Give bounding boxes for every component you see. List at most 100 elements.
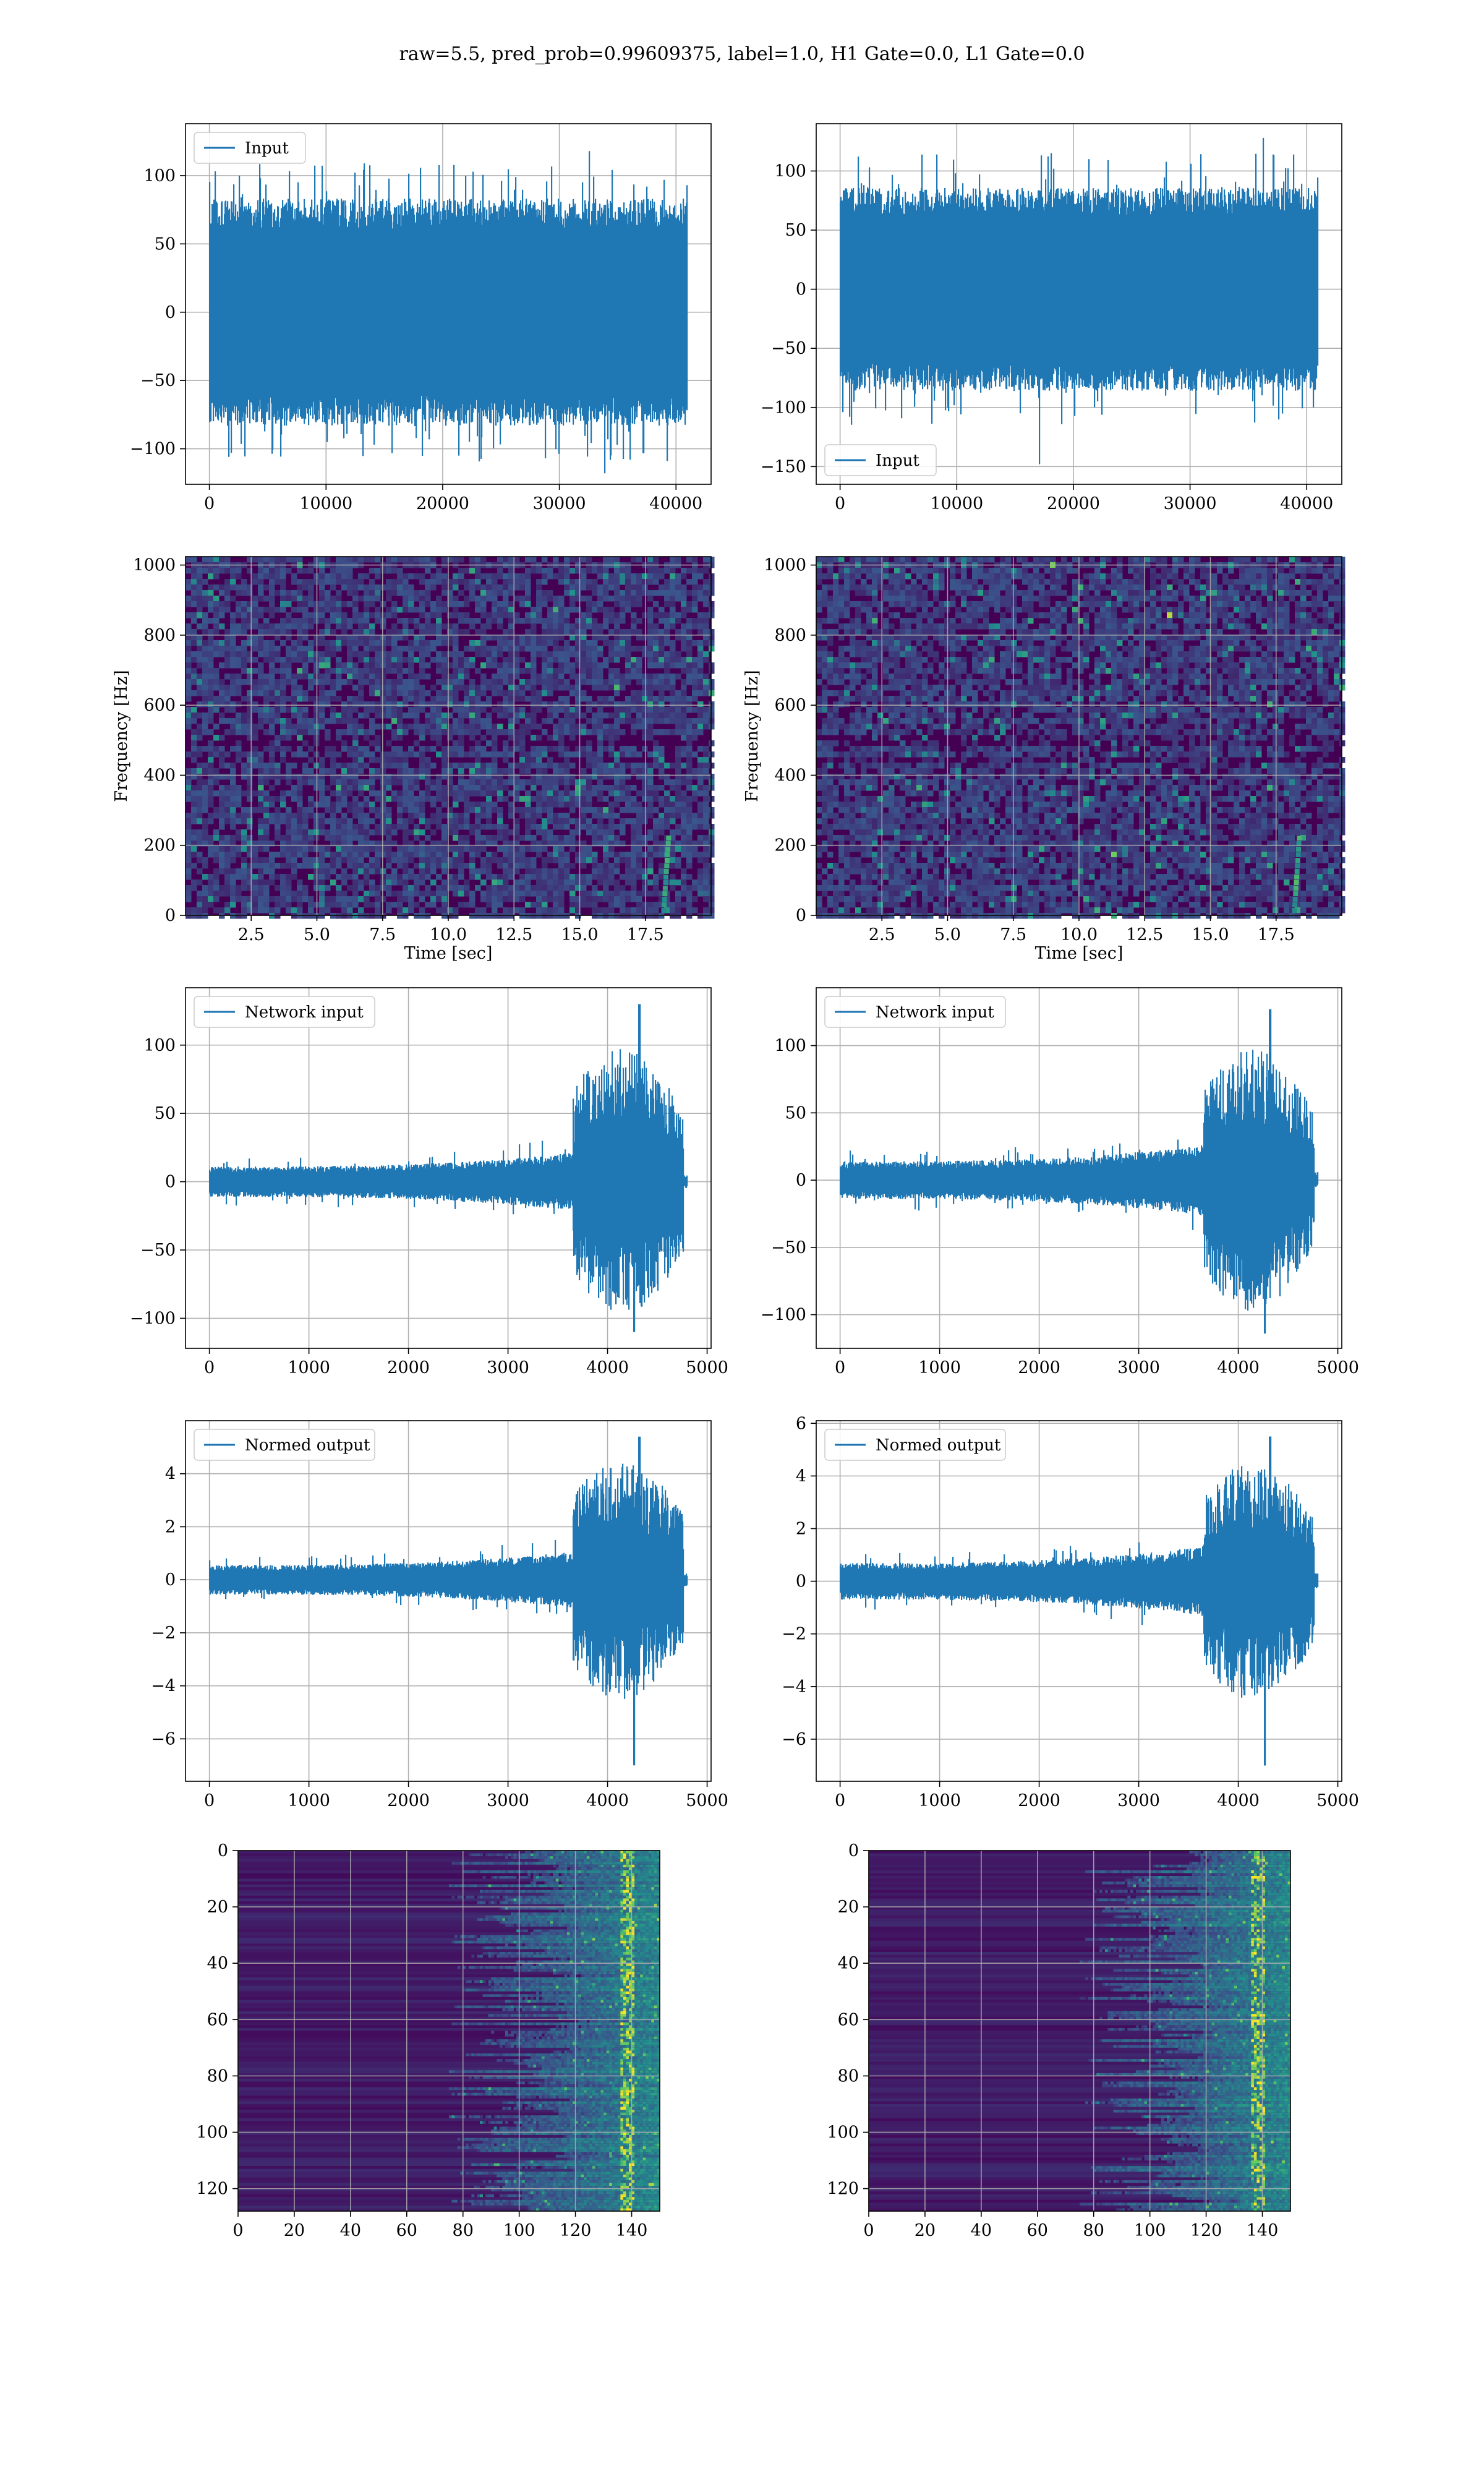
heatmap-cell bbox=[325, 601, 331, 607]
heatmap-cell bbox=[330, 779, 336, 785]
heatmap-cell bbox=[208, 690, 214, 696]
heatmap-cell bbox=[341, 718, 348, 724]
heatmap-cell bbox=[508, 557, 514, 563]
heatmap-cell bbox=[586, 874, 592, 880]
heatmap-cell bbox=[608, 802, 615, 808]
heatmap-cell bbox=[480, 590, 487, 596]
heatmap-cell bbox=[486, 807, 492, 813]
heatmap-cell bbox=[341, 629, 348, 635]
heatmap-cell bbox=[558, 868, 565, 875]
heatmap-cell bbox=[681, 612, 687, 618]
heatmap-cell bbox=[258, 590, 264, 596]
heatmap-cell bbox=[391, 790, 398, 797]
heatmap-cell bbox=[642, 768, 648, 774]
heatmap-cell bbox=[308, 807, 314, 813]
heatmap-cell bbox=[961, 557, 967, 563]
heatmap-cell bbox=[464, 846, 470, 852]
heatmap-cell bbox=[208, 596, 214, 602]
heatmap-cell bbox=[341, 868, 348, 875]
heatmap-cell bbox=[224, 785, 231, 791]
heatmap-cell bbox=[319, 763, 325, 769]
heatmap-cell bbox=[347, 785, 353, 791]
heatmap-cell bbox=[850, 573, 856, 580]
heatmap-cell bbox=[558, 618, 565, 624]
heatmap-cell bbox=[263, 674, 270, 680]
heatmap-cell bbox=[241, 584, 247, 591]
heatmap-cell bbox=[1111, 568, 1117, 574]
heatmap-cell bbox=[647, 707, 654, 713]
heatmap-cell bbox=[536, 774, 542, 780]
heatmap-cell bbox=[553, 651, 559, 657]
heatmap-cell bbox=[531, 902, 537, 908]
heatmap-cell bbox=[280, 802, 286, 808]
heatmap-cell bbox=[236, 657, 242, 663]
heatmap-cell bbox=[358, 802, 364, 808]
heatmap-cell bbox=[202, 824, 208, 830]
heatmap-cell bbox=[531, 807, 537, 813]
heatmap-cell bbox=[369, 774, 375, 780]
heatmap-cell bbox=[302, 751, 309, 758]
heatmap-cell bbox=[653, 824, 659, 830]
heatmap-cell bbox=[408, 818, 414, 824]
heatmap-cell bbox=[675, 902, 681, 908]
heatmap-cell bbox=[414, 646, 420, 652]
heatmap-cell bbox=[525, 796, 531, 802]
heatmap-cell bbox=[369, 601, 375, 607]
heatmap-cell bbox=[247, 674, 253, 680]
heatmap-cell bbox=[380, 668, 386, 674]
heatmap-cell bbox=[425, 713, 431, 719]
heatmap-cell bbox=[603, 874, 609, 880]
heatmap-cell bbox=[620, 874, 626, 880]
heatmap-cell bbox=[458, 790, 464, 797]
heatmap-cell bbox=[263, 623, 270, 630]
heatmap-cell bbox=[291, 607, 297, 613]
heatmap-cell bbox=[425, 584, 431, 591]
heatmap-cell bbox=[670, 802, 676, 808]
heatmap-cell bbox=[531, 690, 537, 696]
heatmap-cell bbox=[675, 651, 681, 657]
heatmap-cell bbox=[286, 557, 292, 563]
x-tick-label: 30000 bbox=[533, 494, 586, 513]
heatmap-cell bbox=[247, 584, 253, 591]
heatmap-cell bbox=[486, 679, 492, 685]
heatmap-cell bbox=[386, 852, 392, 858]
heatmap-cell bbox=[508, 813, 514, 819]
heatmap-cell bbox=[464, 685, 470, 691]
heatmap-cell bbox=[620, 651, 626, 657]
heatmap-cell bbox=[844, 568, 850, 574]
heatmap-cell bbox=[480, 679, 487, 685]
heatmap-cell bbox=[536, 640, 542, 646]
heatmap-cell bbox=[408, 790, 414, 797]
heatmap-cell bbox=[697, 690, 704, 696]
heatmap-cell bbox=[247, 880, 253, 886]
heatmap-cell bbox=[961, 568, 967, 574]
heatmap-cell bbox=[386, 774, 392, 780]
heatmap-cell bbox=[647, 774, 654, 780]
heatmap-cell bbox=[653, 629, 659, 635]
heatmap-cell bbox=[681, 696, 687, 702]
heatmap-cell bbox=[391, 868, 398, 875]
heatmap-cell bbox=[659, 674, 665, 680]
heatmap-cell bbox=[247, 718, 253, 724]
heatmap-cell bbox=[475, 835, 481, 841]
heatmap-cell bbox=[302, 651, 309, 657]
heatmap-cell bbox=[558, 623, 565, 630]
heatmap-cell bbox=[286, 679, 292, 685]
heatmap-cell bbox=[525, 662, 531, 669]
heatmap-cell bbox=[675, 896, 681, 902]
heatmap-cell bbox=[213, 874, 220, 880]
heatmap-cell bbox=[286, 657, 292, 663]
heatmap-cell bbox=[419, 774, 425, 780]
heatmap-cell bbox=[642, 579, 648, 585]
heatmap-cell bbox=[703, 596, 709, 602]
heatmap-cell bbox=[525, 568, 531, 574]
heatmap-cell bbox=[275, 607, 281, 613]
heatmap-cell bbox=[241, 623, 247, 630]
heatmap-cell bbox=[508, 685, 514, 691]
heatmap-cell bbox=[475, 696, 481, 702]
heatmap-cell bbox=[670, 885, 676, 891]
heatmap-cell bbox=[531, 657, 537, 663]
heatmap-cell bbox=[347, 668, 353, 674]
heatmap-cell bbox=[597, 573, 603, 580]
heatmap-cell bbox=[386, 596, 392, 602]
